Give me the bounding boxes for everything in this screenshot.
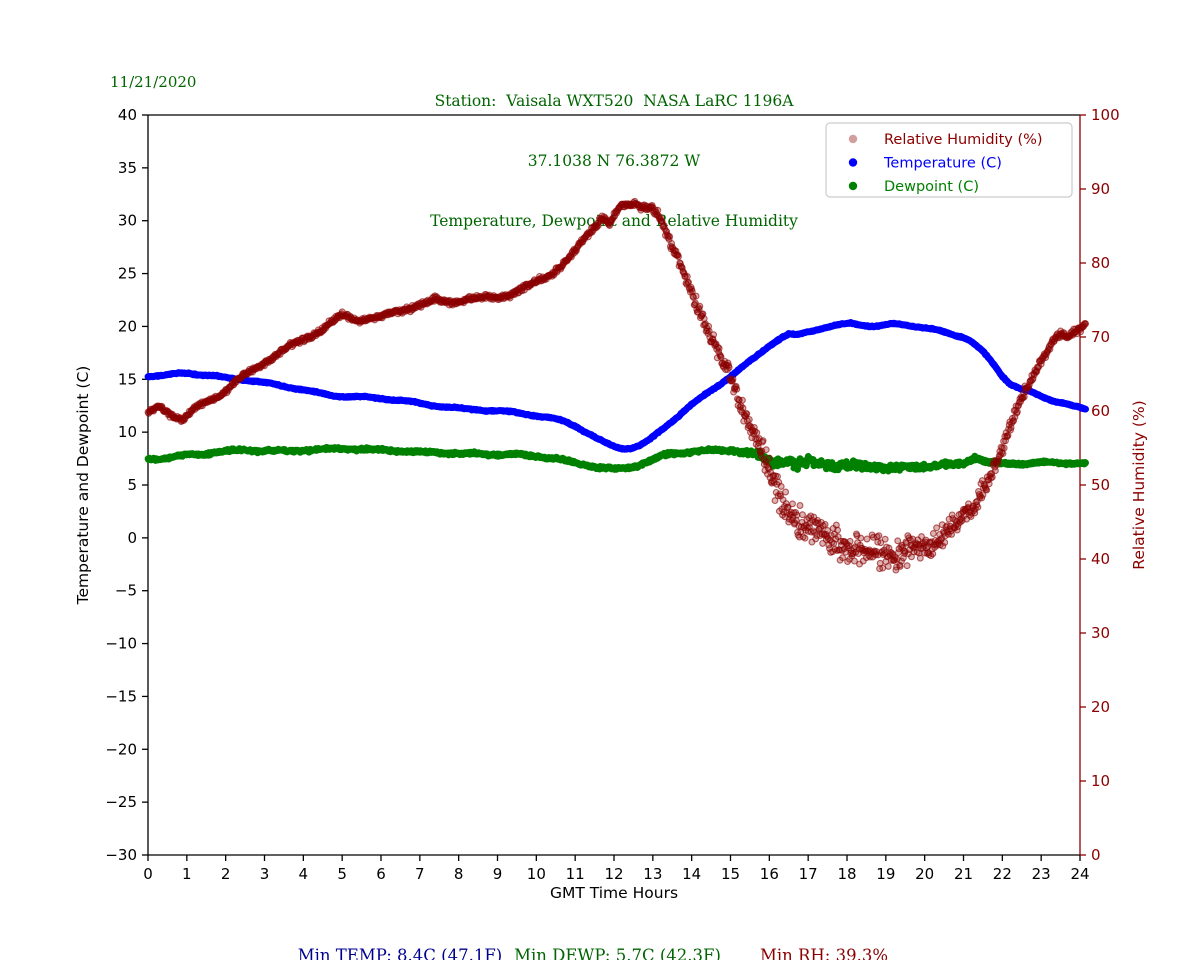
svg-text:0: 0 [143,865,153,883]
svg-text:8: 8 [454,865,464,883]
svg-text:14: 14 [682,865,701,883]
svg-text:3: 3 [260,865,270,883]
svg-text:−30: −30 [105,846,137,864]
chart-title: Station: Vaisala WXT520 NASA LaRC 1196A … [148,51,1080,271]
svg-text:2: 2 [221,865,231,883]
svg-text:0: 0 [1091,846,1101,864]
svg-text:4: 4 [299,865,309,883]
min-rh-stat: Min RH: 39.3% [759,946,889,960]
svg-text:16: 16 [760,865,779,883]
svg-text:6: 6 [376,865,386,883]
min-temp-stat: Min TEMP: 8.4C (47.1F) [297,946,503,960]
series-humidity [144,197,1090,574]
svg-text:−15: −15 [105,687,137,705]
svg-text:−25: −25 [105,793,137,811]
legend-marker-2 [848,181,858,191]
legend-label-2: Dewpoint (C) [884,179,979,195]
chart-title-line1: Station: Vaisala WXT520 NASA LaRC 1196A [434,92,794,110]
svg-text:18: 18 [837,865,856,883]
svg-text:7: 7 [415,865,425,883]
svg-text:23: 23 [1032,865,1051,883]
legend-marker-1 [848,158,858,167]
svg-text:11: 11 [566,865,585,883]
svg-text:35: 35 [118,159,137,177]
svg-text:40: 40 [1091,550,1110,568]
svg-text:15: 15 [118,370,137,388]
svg-text:15: 15 [721,865,740,883]
svg-text:17: 17 [799,865,818,883]
svg-text:0: 0 [127,529,137,547]
dewpoint-minmax-stats: Min DEWP: 5.7C (42.3F) Max DEWP: 9.1C (4… [495,902,740,960]
humidity-minmax-stats: Min RH: 39.3% Max RH: 88.0% [758,902,890,960]
svg-text:22: 22 [993,865,1012,883]
svg-text:20: 20 [118,317,137,335]
svg-text:−20: −20 [105,740,137,758]
y-axis-left: −30 −25 −20 −15 −10 −5 0 5 10 15 20 25 30 35 40 [105,106,149,864]
legend: Relative Humidity (%) Temperature (C) Dewp… [825,122,1073,198]
svg-text:21: 21 [954,865,973,883]
svg-text:10: 10 [1091,772,1110,790]
y-axis-right: 0 10 20 30 40 50 60 70 80 90 100 [1079,106,1120,864]
svg-text:1: 1 [182,865,192,883]
chart-title-line2: 37.1038 N 76.3872 W [527,152,701,170]
svg-text:90: 90 [1091,180,1110,198]
x-axis: 0 1 2 3 4 5 6 7 8 9 10 11 12 13 14 15 16 17 18 19 20 21 22 23 24 [143,114,1090,883]
svg-text:40: 40 [118,106,137,124]
svg-text:60: 60 [1091,402,1110,420]
svg-text:9: 9 [493,865,503,883]
svg-text:80: 80 [1091,254,1110,272]
temperature-minmax-stats: Min TEMP: 8.4C (47.1F) Max TEMP: 20.3C (… [275,902,525,960]
x-axis-label: GMT Time Hours [549,884,679,902]
svg-text:10: 10 [527,865,546,883]
svg-text:50: 50 [1091,476,1110,494]
svg-text:25: 25 [118,265,137,283]
svg-text:10: 10 [118,423,137,441]
svg-text:70: 70 [1091,328,1110,346]
svg-text:19: 19 [876,865,895,883]
min-dewp-stat: Min DEWP: 5.7C (42.3F) [514,946,721,960]
svg-text:30: 30 [118,212,137,230]
svg-text:−10: −10 [105,635,137,653]
svg-text:20: 20 [1091,698,1110,716]
svg-text:24: 24 [1070,865,1089,883]
svg-text:20: 20 [915,865,934,883]
svg-text:12: 12 [604,865,623,883]
svg-text:100: 100 [1091,106,1120,124]
legend-marker-0 [848,134,858,144]
svg-text:30: 30 [1091,624,1110,642]
legend-label-1: Temperature (C) [883,156,1002,172]
series-temperature [144,319,1089,453]
svg-text:5: 5 [337,865,347,883]
legend-label-0: Relative Humidity (%) [884,132,1043,148]
svg-text:13: 13 [643,865,662,883]
svg-text:5: 5 [127,476,137,494]
date-label: 11/21/2020 [110,73,197,91]
svg-text:−5: −5 [115,582,137,600]
